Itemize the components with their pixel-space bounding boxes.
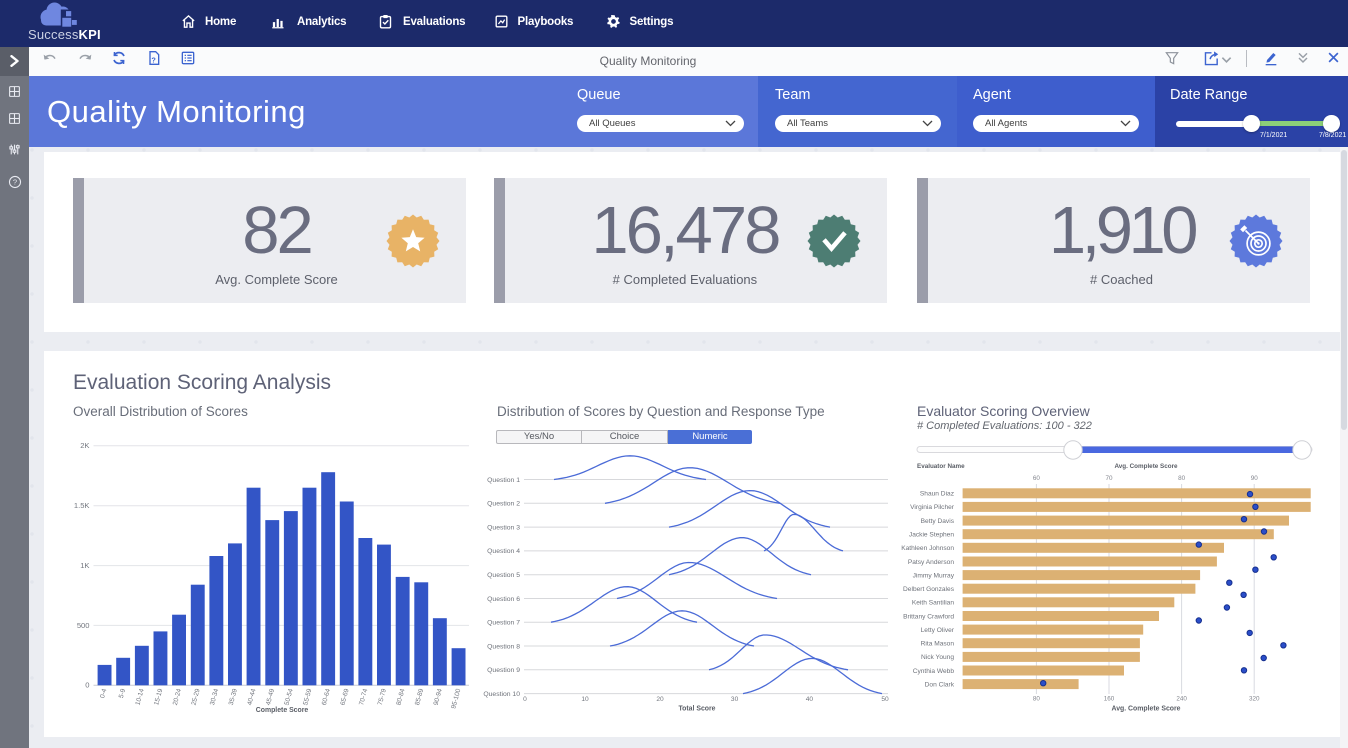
- svg-text:320: 320: [1249, 696, 1260, 703]
- svg-text:60: 60: [1033, 475, 1041, 482]
- svg-text:10: 10: [581, 696, 589, 703]
- svg-text:Question 10: Question 10: [483, 691, 520, 698]
- svg-text:25-29: 25-29: [191, 688, 202, 706]
- svg-text:Question 4: Question 4: [487, 548, 520, 555]
- svg-text:40: 40: [806, 696, 814, 703]
- svg-text:Betty Davis: Betty Davis: [921, 518, 955, 525]
- svg-text:Question 5: Question 5: [487, 572, 520, 579]
- svg-text:20: 20: [656, 696, 664, 703]
- svg-text:55-59: 55-59: [302, 688, 313, 706]
- svg-text:Delbert Gonzales: Delbert Gonzales: [903, 586, 955, 593]
- svg-text:500: 500: [77, 621, 90, 630]
- svg-text:Question 9: Question 9: [487, 667, 520, 674]
- svg-text:60-64: 60-64: [321, 688, 332, 706]
- svg-text:0: 0: [523, 696, 527, 703]
- svg-text:30-34: 30-34: [209, 688, 220, 706]
- svg-text:Question 6: Question 6: [487, 596, 520, 603]
- svg-text:?: ?: [151, 55, 156, 64]
- svg-text:240: 240: [1176, 696, 1187, 703]
- svg-text:Total Score: Total Score: [678, 706, 715, 713]
- svg-text:75-79: 75-79: [377, 688, 388, 706]
- svg-text:2K: 2K: [80, 441, 89, 450]
- svg-text:35-39: 35-39: [228, 688, 239, 706]
- svg-text:10-14: 10-14: [135, 688, 146, 706]
- svg-text:Keith Santilian: Keith Santilian: [912, 600, 954, 607]
- svg-text:15-19: 15-19: [153, 688, 164, 706]
- svg-text:50-54: 50-54: [284, 688, 295, 706]
- svg-text:Jackie Stephen: Jackie Stephen: [909, 532, 954, 539]
- svg-text:Cynthia Webb: Cynthia Webb: [913, 668, 955, 675]
- svg-text:Shaun Diaz: Shaun Diaz: [920, 491, 954, 498]
- svg-text:Nick Young: Nick Young: [921, 654, 954, 661]
- svg-text:20-24: 20-24: [172, 688, 183, 706]
- svg-text:80: 80: [1178, 475, 1186, 482]
- svg-text:?: ?: [13, 178, 17, 187]
- svg-text:1.5K: 1.5K: [74, 501, 90, 510]
- svg-text:Patsy Anderson: Patsy Anderson: [908, 559, 955, 566]
- svg-text:Question 3: Question 3: [487, 524, 520, 531]
- svg-text:Kathleen Johnson: Kathleen Johnson: [901, 545, 954, 552]
- svg-text:Question 7: Question 7: [487, 620, 520, 627]
- svg-text:Letty Oliver: Letty Oliver: [921, 627, 955, 634]
- svg-text:Question 8: Question 8: [487, 643, 520, 650]
- svg-text:85-89: 85-89: [414, 688, 425, 706]
- svg-text:65-69: 65-69: [340, 688, 351, 706]
- svg-text:90-94: 90-94: [433, 688, 444, 706]
- svg-text:45-49: 45-49: [265, 688, 276, 706]
- svg-text:70-74: 70-74: [358, 688, 369, 706]
- svg-text:90: 90: [1251, 475, 1259, 482]
- svg-text:30: 30: [731, 696, 739, 703]
- svg-text:50: 50: [881, 696, 889, 703]
- svg-text:80-84: 80-84: [395, 688, 406, 706]
- svg-text:Rita Mason: Rita Mason: [921, 641, 955, 648]
- svg-text:0: 0: [85, 681, 89, 690]
- svg-text:160: 160: [1104, 696, 1115, 703]
- svg-text:Complete Score: Complete Score: [256, 707, 309, 714]
- svg-text:Evaluator Name: Evaluator Name: [917, 463, 965, 470]
- svg-text:Virginia Pilcher: Virginia Pilcher: [910, 504, 955, 511]
- svg-text:Don Clark: Don Clark: [925, 681, 955, 688]
- svg-text:95-100: 95-100: [450, 688, 462, 710]
- svg-text:40-44: 40-44: [246, 688, 257, 706]
- svg-text:Brittany Crawford: Brittany Crawford: [903, 613, 954, 620]
- svg-text:Avg. Complete Score: Avg. Complete Score: [1114, 463, 1178, 470]
- svg-text:70: 70: [1105, 475, 1113, 482]
- svg-text:Question 2: Question 2: [487, 501, 520, 508]
- svg-text:0-4: 0-4: [99, 688, 108, 699]
- svg-text:Jimmy Murray: Jimmy Murray: [913, 572, 955, 579]
- svg-text:Avg. Complete Score: Avg. Complete Score: [1111, 706, 1180, 713]
- svg-text:5-9: 5-9: [118, 688, 127, 699]
- svg-text:80: 80: [1033, 696, 1041, 703]
- svg-text:Question 1: Question 1: [487, 477, 520, 484]
- svg-text:1K: 1K: [80, 561, 89, 570]
